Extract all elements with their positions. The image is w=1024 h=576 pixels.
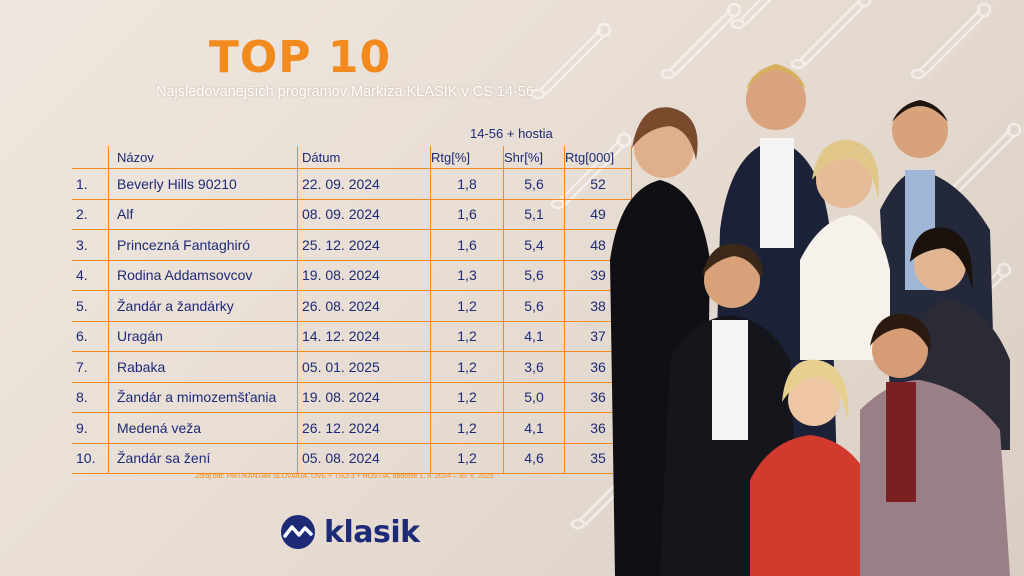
row-rtg: 1,8 — [430, 168, 504, 200]
row-rtg: 1,2 — [430, 382, 504, 413]
row-date: 19. 08. 2024 — [297, 260, 431, 291]
row-title: Rodina Addamsovcov — [108, 260, 298, 291]
row-title: Alf — [108, 199, 298, 230]
table-row: 2. Alf 08. 09. 2024 1,6 5,1 49 — [72, 199, 632, 230]
table-row: 8. Žandár a mimozemšťania 19. 08. 2024 1… — [72, 382, 632, 413]
row-rank: 1. — [72, 168, 109, 200]
row-shr: 5,6 — [503, 290, 565, 322]
row-date: 08. 09. 2024 — [297, 199, 431, 230]
table-row: 9. Medená veža 26. 12. 2024 1,2 4,1 36 — [72, 412, 632, 444]
row-rank: 6. — [72, 321, 109, 352]
row-shr: 5,6 — [503, 168, 565, 200]
page-title: TOP 10 — [208, 32, 392, 83]
table-row: 1. Beverly Hills 90210 22. 09. 2024 1,8 … — [72, 168, 632, 200]
row-title: Žandár sa žení — [108, 443, 298, 474]
header-rank — [72, 146, 109, 169]
header-rtg000: Rtg[000] — [564, 146, 632, 169]
table-row: 4. Rodina Addamsovcov 19. 08. 2024 1,3 5… — [72, 260, 632, 291]
row-date: 14. 12. 2024 — [297, 321, 431, 352]
row-date: 19. 08. 2024 — [297, 382, 431, 413]
row-rank: 5. — [72, 290, 109, 322]
ranking-table: Názov Dátum Rtg[%] Shr[%] Rtg[000] 1. Be… — [72, 146, 632, 474]
row-rtg: 1,2 — [430, 412, 504, 444]
table-row: 6. Uragán 14. 12. 2024 1,2 4,1 37 — [72, 321, 632, 352]
row-date: 05. 01. 2025 — [297, 351, 431, 383]
row-rank: 10. — [72, 443, 109, 474]
header-title: Názov — [108, 146, 298, 169]
row-shr: 5,0 — [503, 382, 565, 413]
row-shr: 4,1 — [503, 321, 565, 352]
row-rank: 4. — [72, 260, 109, 291]
row-rtg: 1,2 — [430, 351, 504, 383]
header-date: Dátum — [297, 146, 431, 169]
data-source-note: Zdroj dát: PMT/KANTAR SLOVAKIA, LIVE + T… — [195, 473, 494, 480]
row-title: Princezná Fantaghiró — [108, 229, 298, 261]
klasik-logo-icon — [281, 515, 315, 549]
logo-text: klasik — [324, 514, 420, 550]
row-rtg: 1,6 — [430, 229, 504, 261]
row-shr: 5,4 — [503, 229, 565, 261]
table-row: 3. Princezná Fantaghiró 25. 12. 2024 1,6… — [72, 229, 632, 261]
page-subtitle: Najsledovanejších programov Markíza KLAS… — [156, 84, 534, 100]
row-title: Žandár a žandárky — [108, 290, 298, 322]
header-rtg: Rtg[%] — [430, 146, 504, 169]
row-date: 26. 12. 2024 — [297, 412, 431, 444]
row-title: Medená veža — [108, 412, 298, 444]
row-date: 26. 08. 2024 — [297, 290, 431, 322]
row-shr: 4,1 — [503, 412, 565, 444]
cast-photo — [610, 64, 1010, 576]
row-shr: 4,6 — [503, 443, 565, 474]
person-silhouette — [800, 139, 890, 360]
row-rank: 2. — [72, 199, 109, 230]
target-group-label: 14-56 + hostia — [470, 126, 553, 141]
row-rank: 9. — [72, 412, 109, 444]
row-shr: 3,6 — [503, 351, 565, 383]
row-shr: 5,6 — [503, 260, 565, 291]
person-silhouette — [860, 313, 1010, 576]
table-row: 10. Žandár sa žení 05. 08. 2024 1,2 4,6 … — [72, 443, 632, 474]
person-silhouette — [750, 359, 870, 576]
table-header-row: Názov Dátum Rtg[%] Shr[%] Rtg[000] — [72, 146, 632, 169]
row-rank: 7. — [72, 351, 109, 383]
row-title: Rabaka — [108, 351, 298, 383]
row-rtg: 1,2 — [430, 321, 504, 352]
klasik-logo: klasik — [280, 514, 420, 550]
table-row: 7. Rabaka 05. 01. 2025 1,2 3,6 36 — [72, 351, 632, 383]
row-date: 22. 09. 2024 — [297, 168, 431, 200]
header-shr: Shr[%] — [503, 146, 565, 169]
table-row: 5. Žandár a žandárky 26. 08. 2024 1,2 5,… — [72, 290, 632, 322]
row-rtg: 1,3 — [430, 260, 504, 291]
row-date: 25. 12. 2024 — [297, 229, 431, 261]
row-rank: 8. — [72, 382, 109, 413]
row-rtg: 1,2 — [430, 290, 504, 322]
row-rtg: 1,2 — [430, 443, 504, 474]
row-rtg: 1,6 — [430, 199, 504, 230]
row-rtg000: 52 — [564, 168, 632, 200]
row-title: Žandár a mimozemšťania — [108, 382, 298, 413]
row-title: Uragán — [108, 321, 298, 352]
row-shr: 5,1 — [503, 199, 565, 230]
row-date: 05. 08. 2024 — [297, 443, 431, 474]
row-rank: 3. — [72, 229, 109, 261]
row-title: Beverly Hills 90210 — [108, 168, 298, 200]
